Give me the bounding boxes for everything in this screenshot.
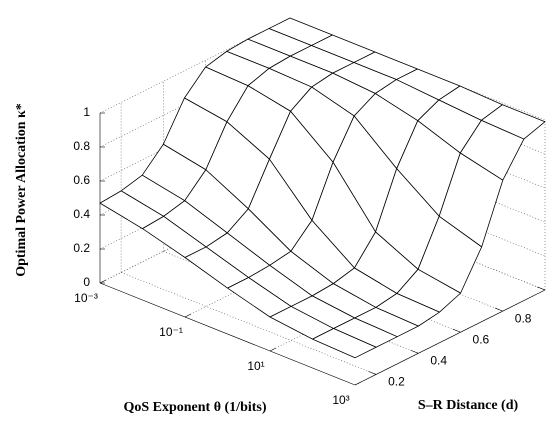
x-tick-label: 10⁻¹ [159,325,183,339]
grid-line [120,272,377,375]
tick-mark [452,328,461,333]
tick-mark [368,371,377,375]
z-tick-label: 0.4 [73,207,90,221]
y-tick-label: 0.4 [430,354,447,368]
z-tick-label: 0.8 [73,139,90,153]
tick-mark [537,286,546,291]
z-tick-label: 0 [83,275,90,289]
axis-line [354,289,546,386]
x-tick-label: 10⁻³ [74,291,98,305]
tick-mark [269,347,276,352]
z-tick-label: 0.2 [73,241,90,255]
axis-line [99,282,356,386]
y-axis-title: S–R Distance (d) [418,398,519,413]
tick-mark [99,279,106,284]
tick-mark [495,307,503,312]
surface-cell [312,328,377,359]
y-tick-label: 0.2 [388,375,405,389]
x-tick-label: 10¹ [247,359,264,373]
tick-mark [410,349,419,354]
x-tick-label: 10³ [332,393,349,407]
z-tick-label: 1 [83,105,90,119]
z-axis-title: Optimal Power Allocation κ* [14,103,29,277]
x-axis-title: QoS Exponent θ (1/bits) [123,400,266,415]
y-tick-label: 0.6 [473,332,490,346]
y-tick-label: 0.8 [515,311,532,325]
tick-mark [184,313,191,318]
z-tick-label: 0.6 [73,173,90,187]
